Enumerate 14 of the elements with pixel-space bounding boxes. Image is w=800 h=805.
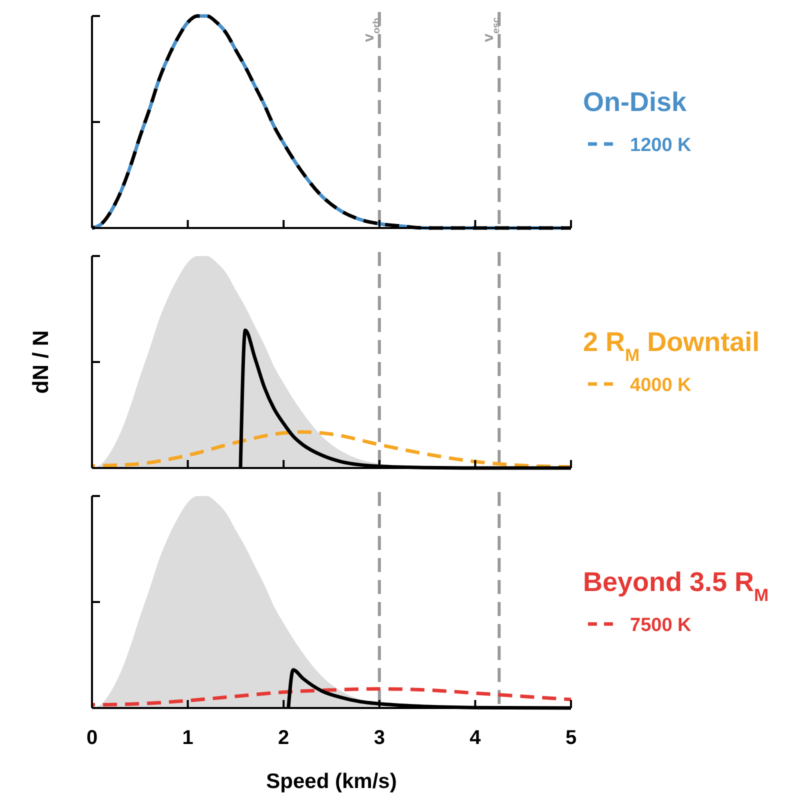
x-tick-label: 5 — [565, 727, 577, 749]
x-tick-label: 2 — [278, 727, 290, 749]
x-tick-label: 4 — [470, 727, 482, 749]
y-axis-title: dN / N — [28, 330, 53, 394]
legend-title: On-Disk — [583, 87, 688, 117]
x-tick-label: 1 — [182, 727, 194, 749]
legend-label: 4000 K — [630, 375, 692, 396]
legend-label: 1200 K — [630, 135, 692, 156]
legend-title: 2 R$_{M}$ Downtail — [583, 327, 760, 365]
x-tick-label: 3 — [374, 727, 385, 749]
x-axis-title: Speed (km/s) — [266, 770, 397, 793]
legend-label: 7500 K — [630, 615, 692, 636]
legend-title: Beyond 3.5 R$_{M}$ — [583, 567, 769, 605]
x-tick-label: 0 — [86, 727, 98, 749]
